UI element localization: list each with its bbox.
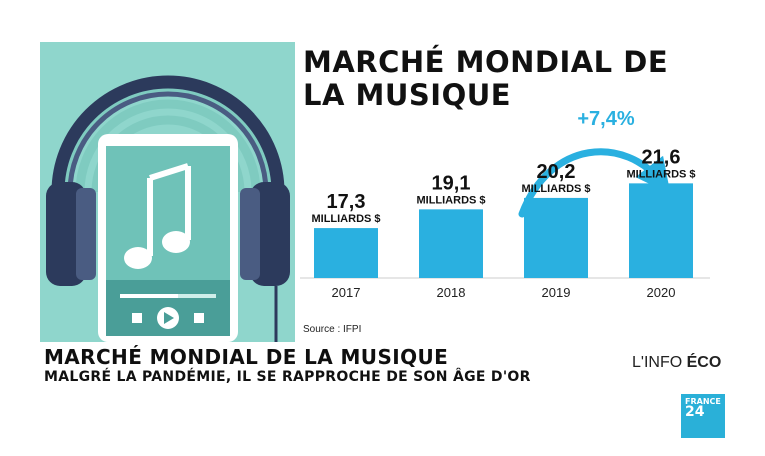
unit-label-2020: MILLIARDS $ bbox=[626, 168, 695, 180]
x-tick-label-2017: 2017 bbox=[332, 285, 361, 300]
program-prefix: L'INFO bbox=[632, 354, 687, 371]
logo-line2: 24 bbox=[685, 404, 705, 420]
x-tick-label-2019: 2019 bbox=[542, 285, 571, 300]
value-label-2017: 17,3 bbox=[327, 191, 366, 213]
growth-arrow-icon bbox=[518, 148, 671, 218]
logo-line1: FRANCE bbox=[685, 397, 721, 406]
value-label-2019: 20,2 bbox=[537, 161, 576, 183]
chart-title: MARCHÉ MONDIAL DE LA MUSIQUE bbox=[303, 45, 669, 112]
unit-label-2017: MILLIARDS $ bbox=[311, 213, 380, 225]
program-bold: ÉCO bbox=[686, 354, 722, 371]
music-phone-headphones-illustration bbox=[40, 42, 295, 342]
bar-2019 bbox=[524, 197, 588, 278]
value-label-2020: 21,6 bbox=[642, 146, 681, 168]
value-label-2018: 19,1 bbox=[432, 172, 471, 194]
banner-title: MARCHÉ MONDIAL DE LA MUSIQUE bbox=[44, 345, 449, 369]
bar-2017 bbox=[314, 228, 378, 278]
x-tick-label-2018: 2018 bbox=[437, 285, 466, 300]
growth-annotation: +7,4% bbox=[577, 108, 634, 130]
x-tick-label-2020: 2020 bbox=[647, 285, 676, 300]
chart-source: Source : IFPI bbox=[303, 324, 362, 335]
bar-2020 bbox=[629, 183, 693, 278]
france24-logo: FRANCE 24 bbox=[681, 394, 725, 438]
unit-label-2018: MILLIARDS $ bbox=[416, 194, 485, 206]
program-name: L'INFO ÉCO bbox=[632, 354, 721, 372]
bar-2018 bbox=[419, 209, 483, 278]
unit-label-2019: MILLIARDS $ bbox=[521, 183, 590, 195]
banner-subtitle: MALGRÉ LA PANDÉMIE, IL SE RAPPROCHE DE S… bbox=[44, 369, 531, 385]
